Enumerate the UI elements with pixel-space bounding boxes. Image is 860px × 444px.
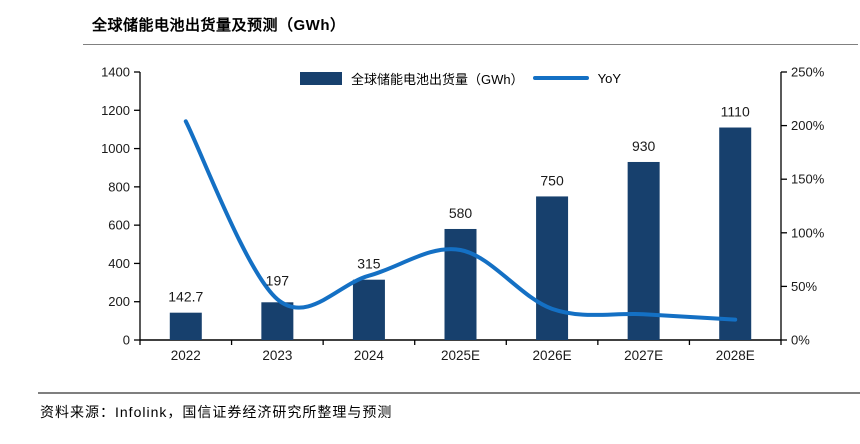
left-axis-tick-label: 0 xyxy=(123,333,130,348)
yoy-line xyxy=(183,119,738,322)
x-axis-category-label: 2027E xyxy=(624,348,663,363)
left-axis-tick-label: 200 xyxy=(108,294,130,309)
right-axis-tick-label: 0% xyxy=(791,333,810,348)
bar-data-label: 1110 xyxy=(721,104,750,120)
bar-2022 xyxy=(169,312,202,340)
bar-data-label: 315 xyxy=(357,256,381,272)
bar-data-label: 750 xyxy=(540,172,564,188)
bar-data-label: 580 xyxy=(449,205,473,221)
legend-bar-swatch xyxy=(299,71,342,85)
bar-2023 xyxy=(261,302,294,340)
bar-2028E xyxy=(719,127,752,340)
legend-line-label: YoY xyxy=(597,70,621,86)
bar-data-label: 930 xyxy=(632,138,656,154)
right-axis-tick-label: 50% xyxy=(791,279,817,294)
bar-data-label: 142.7 xyxy=(168,289,203,305)
title-underline xyxy=(83,44,858,45)
left-axis-tick-label: 400 xyxy=(108,256,130,271)
x-axis-category-label: 2022 xyxy=(171,348,201,363)
source-note: 资料来源：Infolink，国信证券经济研究所整理与预测 xyxy=(40,404,393,420)
chart-legend: 全球储能电池出货量（GWh） YoY xyxy=(140,68,781,88)
legend-bar-label: 全球储能电池出货量（GWh） xyxy=(350,71,524,87)
bar-2024 xyxy=(352,279,385,340)
bar-2025E xyxy=(444,228,477,340)
legend-line-sample xyxy=(532,76,589,80)
left-axis-tick-label: 800 xyxy=(108,179,130,194)
right-axis-tick-label: 100% xyxy=(791,225,825,240)
bar-data-label: 197 xyxy=(266,272,290,288)
left-axis-tick-label: 1200 xyxy=(101,103,130,118)
x-axis-category-label: 2026E xyxy=(533,348,572,363)
footer-divider xyxy=(38,392,860,394)
left-axis-tick-label: 1000 xyxy=(101,141,130,156)
x-axis-category-label: 2028E xyxy=(716,348,755,363)
bar-2027E xyxy=(627,161,660,340)
right-axis-tick-label: 200% xyxy=(791,118,825,133)
bar-2026E xyxy=(536,196,569,340)
left-axis-tick-label: 600 xyxy=(108,218,130,233)
right-axis-tick-label: 250% xyxy=(791,65,825,80)
left-axis-tick-label: 1400 xyxy=(101,65,130,80)
x-axis-category-label: 2023 xyxy=(262,348,292,363)
x-axis-category-label: 2024 xyxy=(354,348,385,363)
chart-title: 全球储能电池出货量及预测（GWh） xyxy=(92,17,346,34)
x-axis-category-label: 2025E xyxy=(441,348,480,363)
right-axis-tick-label: 150% xyxy=(791,172,825,187)
